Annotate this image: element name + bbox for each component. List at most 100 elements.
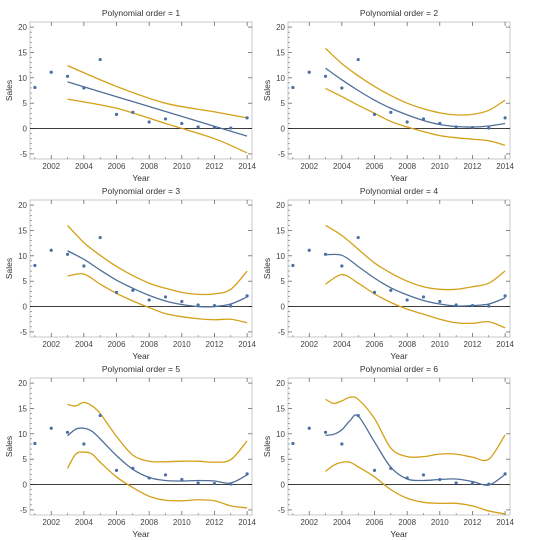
plot-frame <box>29 21 253 160</box>
x-tick-label: 2004 <box>75 518 93 527</box>
x-tick-label: 2012 <box>206 340 224 349</box>
y-tick-label: 5 <box>23 277 28 286</box>
data-point <box>372 290 377 294</box>
data-point <box>147 120 151 124</box>
lower-prediction-band <box>66 451 248 509</box>
y-tick-label: 10 <box>276 252 285 261</box>
y-tick-label: 0 <box>281 125 286 134</box>
x-tick-label: 2002 <box>300 518 318 527</box>
upper-prediction-band <box>67 224 248 296</box>
y-tick-label: 10 <box>18 74 27 83</box>
x-tick-label: 2008 <box>398 518 416 527</box>
y-tick-label: 10 <box>276 430 285 439</box>
data-point <box>65 430 70 434</box>
data-point <box>438 121 442 126</box>
data-point <box>229 304 233 308</box>
y-tick-label: 0 <box>281 303 286 312</box>
plot-frame <box>29 377 253 516</box>
x-tick-label: 2010 <box>173 162 191 171</box>
data-point <box>98 57 102 62</box>
data-point <box>503 472 507 476</box>
y-axis-label: Sales <box>4 258 14 279</box>
x-tick-label: 2010 <box>173 518 191 527</box>
y-tick-label: 0 <box>23 481 28 490</box>
chart-title: Polynomial order = 6 <box>360 364 438 374</box>
y-tick-label: -5 <box>20 328 28 337</box>
x-axis-label: Year <box>132 173 149 183</box>
y-tick-label: 20 <box>276 379 285 388</box>
data-point <box>421 295 426 299</box>
y-tick-label: 15 <box>18 48 27 57</box>
fit-curve <box>325 414 506 486</box>
data-point <box>65 74 70 78</box>
x-tick-label: 2006 <box>108 162 126 171</box>
data-point <box>49 426 53 430</box>
plot-frame <box>287 21 511 160</box>
chart-title: Polynomial order = 4 <box>360 186 438 196</box>
x-tick-label: 2006 <box>366 162 384 171</box>
data-point <box>389 466 393 470</box>
chart-panel-3: Polynomial order = 3 -5 0 5 10 15 20 2002 2004 20… <box>4 186 257 361</box>
x-tick-label: 2008 <box>140 340 158 349</box>
x-tick-label: 2002 <box>300 340 318 349</box>
data-point <box>229 482 233 486</box>
data-point <box>147 476 151 480</box>
y-axis-label: Sales <box>262 80 272 101</box>
lower-prediction-band <box>67 98 248 154</box>
data-point <box>49 248 53 252</box>
data-point <box>147 298 151 302</box>
x-tick-label: 2008 <box>398 340 416 349</box>
x-tick-label: 2002 <box>42 340 60 349</box>
y-tick-label: 20 <box>276 23 285 32</box>
y-tick-label: 10 <box>276 74 285 83</box>
data-point <box>470 481 475 486</box>
data-point <box>356 57 360 62</box>
data-point <box>212 303 217 308</box>
lower-prediction-band <box>67 273 248 324</box>
x-tick-label: 2010 <box>431 518 449 527</box>
x-tick-label: 2012 <box>206 162 224 171</box>
data-point <box>503 116 507 120</box>
y-axis-label: Sales <box>262 258 272 279</box>
data-point <box>245 472 249 476</box>
data-point <box>454 481 458 485</box>
data-point <box>229 126 233 130</box>
data-point <box>245 294 249 298</box>
data-point <box>421 473 426 477</box>
y-tick-label: 15 <box>276 404 285 413</box>
chart-panel-4: Polynomial order = 4 -5 0 5 10 15 20 2002 2004 20… <box>262 186 515 361</box>
data-point <box>33 263 37 268</box>
upper-prediction-band <box>67 65 248 119</box>
chart-title: Polynomial order = 5 <box>102 364 180 374</box>
data-point <box>131 110 135 114</box>
lower-prediction-band <box>325 273 506 329</box>
x-tick-label: 2004 <box>333 518 351 527</box>
y-tick-label: 10 <box>18 430 27 439</box>
x-tick-label: 2006 <box>366 340 384 349</box>
x-tick-label: 2008 <box>398 162 416 171</box>
data-point <box>291 85 295 90</box>
x-tick-label: 2008 <box>140 162 158 171</box>
upper-prediction-band <box>67 401 248 463</box>
x-axis-label: Year <box>390 351 407 361</box>
data-point <box>163 117 168 121</box>
data-point <box>307 70 311 74</box>
y-tick-label: -5 <box>278 506 286 515</box>
x-tick-label: 2004 <box>333 162 351 171</box>
x-tick-label: 2006 <box>366 518 384 527</box>
y-tick-label: 20 <box>276 201 285 210</box>
data-point <box>212 481 217 486</box>
data-point <box>470 303 475 308</box>
x-tick-label: 2010 <box>173 340 191 349</box>
data-point <box>212 125 217 130</box>
y-tick-label: 15 <box>276 48 285 57</box>
data-point <box>340 86 344 90</box>
x-tick-label: 2014 <box>496 518 514 527</box>
chart-panel-6: Polynomial order = 6 -5 0 5 10 15 20 2002 2004 20… <box>262 364 515 539</box>
chart-panel-1: Polynomial order = 1 -5 0 5 10 15 20 2002 2004 20… <box>4 8 257 183</box>
data-point <box>49 70 53 74</box>
chart-title: Polynomial order = 3 <box>102 186 180 196</box>
data-point <box>454 303 458 307</box>
data-point <box>487 304 491 308</box>
